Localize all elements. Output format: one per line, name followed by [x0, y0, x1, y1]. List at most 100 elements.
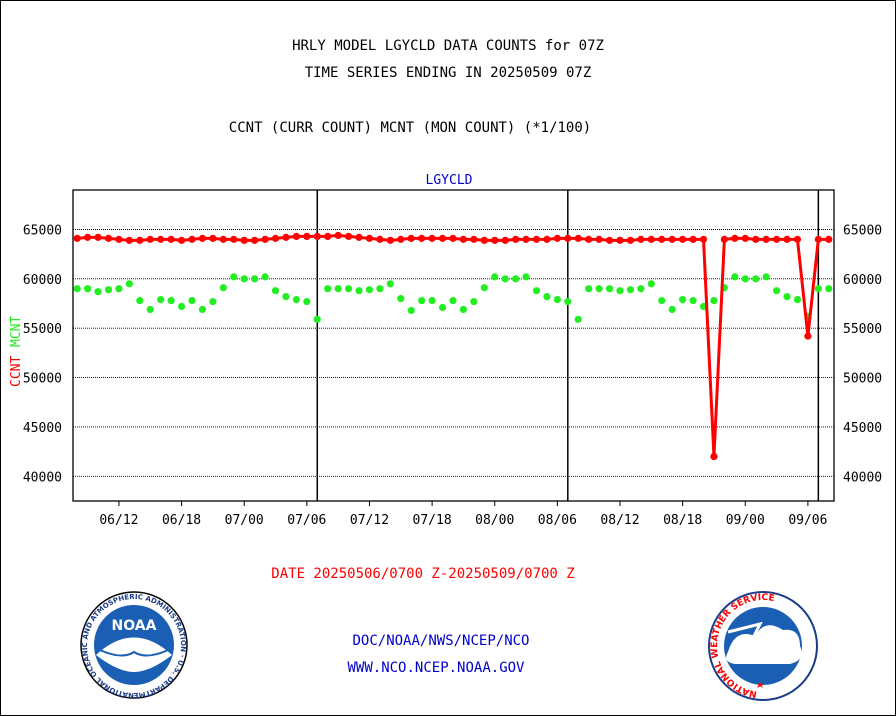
point-ccnt-49 [585, 235, 593, 243]
plot-title: LGYCLD [426, 173, 473, 188]
point-mcnt-50 [595, 285, 603, 293]
y-tick-right-50000: 50000 [843, 372, 882, 387]
point-ccnt-40 [491, 236, 499, 244]
point-ccnt-28 [365, 234, 374, 242]
point-ccnt-51 [605, 236, 614, 244]
point-mcnt-54 [637, 285, 645, 293]
point-ccnt-39 [480, 236, 488, 244]
noaa-logo-text: NOAA [112, 618, 157, 634]
point-mcnt-1 [84, 285, 92, 293]
point-ccnt-45 [543, 235, 551, 243]
point-ccnt-54 [637, 235, 645, 243]
series-group [73, 231, 833, 461]
point-mcnt-18 [261, 273, 269, 281]
noaa-ring-text: NATIONAL OCEANIC AND ATMOSPHERIC ADMINIS… [0, 0, 187, 699]
point-mcnt-11 [188, 296, 196, 305]
point-ccnt-66 [762, 235, 770, 243]
point-ccnt-42 [512, 235, 520, 243]
series-ccnt [73, 231, 833, 461]
point-mcnt-72 [825, 285, 833, 293]
point-ccnt-63 [731, 234, 739, 242]
point-ccnt-18 [261, 235, 269, 243]
point-ccnt-7 [146, 235, 154, 243]
point-ccnt-25 [334, 231, 342, 240]
y-tick-left-50000: 50000 [23, 372, 62, 387]
point-mcnt-35 [438, 303, 447, 312]
point-mcnt-0 [73, 285, 81, 293]
point-mcnt-48 [574, 315, 582, 323]
x-tick-label-08/12: 08/12 [600, 513, 639, 528]
point-mcnt-10 [177, 302, 186, 311]
point-ccnt-57 [668, 235, 676, 243]
chart-subtitle: CCNT (CURR COUNT) MCNT (MON COUNT) (*1/1… [228, 120, 592, 136]
point-ccnt-21 [292, 232, 300, 241]
point-ccnt-29 [376, 235, 384, 243]
point-mcnt-30 [386, 280, 394, 288]
point-mcnt-37 [459, 305, 468, 314]
point-ccnt-43 [522, 235, 530, 243]
point-mcnt-52 [616, 287, 624, 295]
point-ccnt-65 [752, 235, 760, 243]
series-mcnt [73, 273, 833, 323]
point-ccnt-5 [125, 236, 133, 244]
plot-area [72, 189, 835, 502]
x-tick-label-08/06: 08/06 [538, 513, 577, 528]
point-mcnt-31 [397, 295, 405, 303]
point-ccnt-9 [167, 235, 175, 243]
point-ccnt-33 [418, 234, 426, 242]
point-ccnt-19 [271, 234, 280, 242]
point-ccnt-70 [804, 332, 812, 340]
point-mcnt-33 [418, 296, 426, 305]
point-mcnt-19 [271, 287, 280, 295]
point-mcnt-58 [679, 295, 687, 304]
x-tick-label-08/00: 08/00 [475, 513, 514, 528]
point-ccnt-48 [574, 234, 582, 242]
point-ccnt-61 [710, 452, 718, 461]
point-ccnt-52 [616, 236, 624, 244]
point-mcnt-29 [376, 285, 384, 293]
x-tick-label-09/00: 09/00 [726, 513, 765, 528]
y-tick-labels: 40000 40000 45000 45000 50000 50000 55000 55000… [23, 223, 882, 485]
point-ccnt-12 [198, 234, 207, 242]
svg-text:NATIONAL OCEANIC AND ATMOSPHER: NATIONAL OCEANIC AND ATMOSPHERIC ADMINIS… [0, 0, 187, 699]
y-tick-left-40000: 40000 [23, 470, 62, 485]
point-ccnt-46 [553, 234, 561, 242]
y-axis-label-mcnt: MCNT [9, 316, 24, 347]
point-ccnt-0 [73, 234, 81, 242]
point-ccnt-60 [699, 235, 708, 243]
point-ccnt-22 [303, 232, 311, 241]
point-mcnt-21 [292, 295, 300, 304]
x-tick-label-07/18: 07/18 [413, 513, 452, 528]
org-path-link[interactable]: DOC/NOAA/NWS/NCEP/NCO [352, 633, 529, 649]
y-tick-right-45000: 45000 [843, 421, 882, 436]
point-mcnt-13 [209, 297, 217, 306]
point-ccnt-44 [532, 235, 541, 243]
point-mcnt-38 [470, 297, 478, 306]
y-tick-left-65000: 65000 [23, 223, 62, 238]
y-tick-right-65000: 65000 [843, 223, 882, 238]
point-ccnt-16 [240, 236, 248, 244]
point-mcnt-65 [752, 275, 760, 283]
point-ccnt-24 [324, 232, 332, 241]
x-tick-label-07/06: 07/06 [287, 513, 326, 528]
point-ccnt-67 [772, 235, 781, 243]
date-range: DATE 20250506/0700 Z-20250509/0700 Z [271, 566, 574, 582]
point-mcnt-71 [814, 285, 822, 293]
point-mcnt-24 [324, 285, 332, 293]
y-tick-left-55000: 55000 [23, 322, 62, 337]
point-mcnt-69 [793, 295, 802, 304]
point-mcnt-7 [146, 305, 154, 314]
point-ccnt-32 [407, 234, 415, 242]
chart-title-line-1: HRLY MODEL LGYCLD DATA COUNTS for 07Z [292, 38, 604, 54]
x-tick-label-07/00: 07/00 [225, 513, 264, 528]
point-ccnt-36 [449, 234, 457, 242]
point-ccnt-50 [595, 235, 603, 243]
point-ccnt-34 [428, 234, 436, 242]
point-mcnt-8 [157, 295, 165, 304]
point-ccnt-2 [94, 233, 102, 241]
website-link[interactable]: WWW.NCO.NCEP.NOAA.GOV [347, 660, 525, 676]
y-tick-left-45000: 45000 [23, 421, 62, 436]
point-mcnt-57 [668, 305, 676, 314]
point-mcnt-49 [585, 285, 593, 293]
